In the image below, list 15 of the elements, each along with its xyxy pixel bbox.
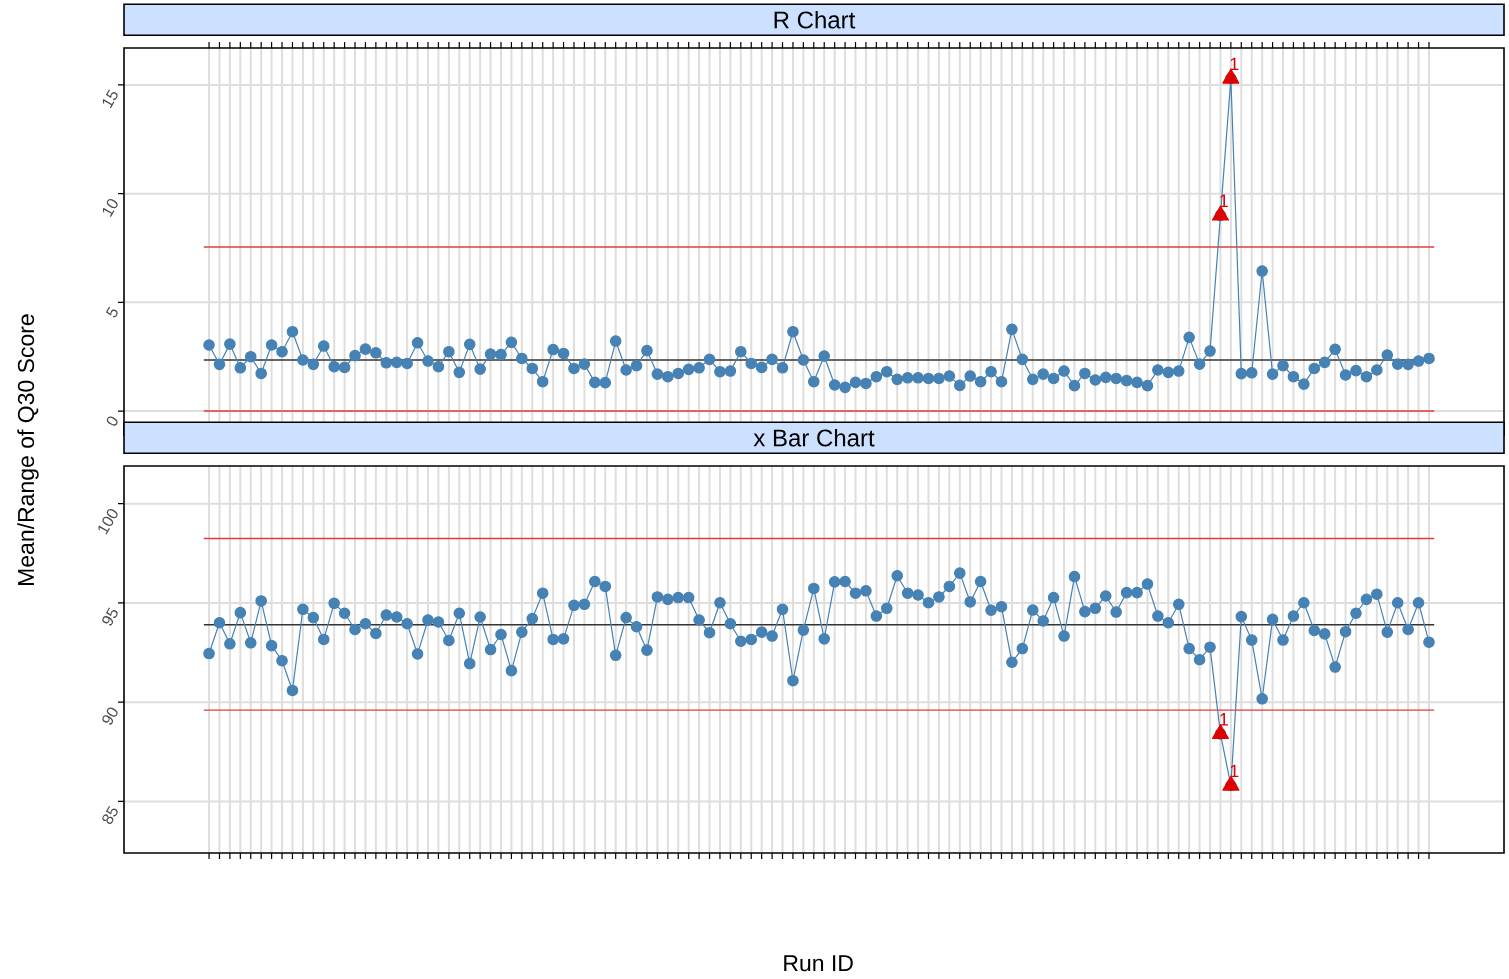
- y-tick-label: 15: [102, 89, 118, 109]
- annotation: 1: [1230, 764, 1239, 778]
- y-tick-label: 85: [102, 805, 118, 825]
- annotation: 1: [1230, 57, 1239, 71]
- chart-title: R Chart: [774, 10, 856, 29]
- x-axis-title: Run ID: [784, 955, 853, 972]
- y-tick-label: 100: [98, 509, 118, 535]
- y-tick-label: 0: [106, 416, 118, 426]
- y-tick-label: 90: [102, 707, 118, 725]
- y-tick-label: 95: [102, 607, 118, 626]
- y-axis-title: Mean/Range of Q30 Score: [17, 314, 39, 585]
- chart-title: x Bar Chart: [753, 428, 875, 447]
- y-tick-label: 10: [102, 199, 118, 217]
- y-tick-label: 5: [105, 306, 118, 318]
- annotation: 1: [1220, 713, 1228, 726]
